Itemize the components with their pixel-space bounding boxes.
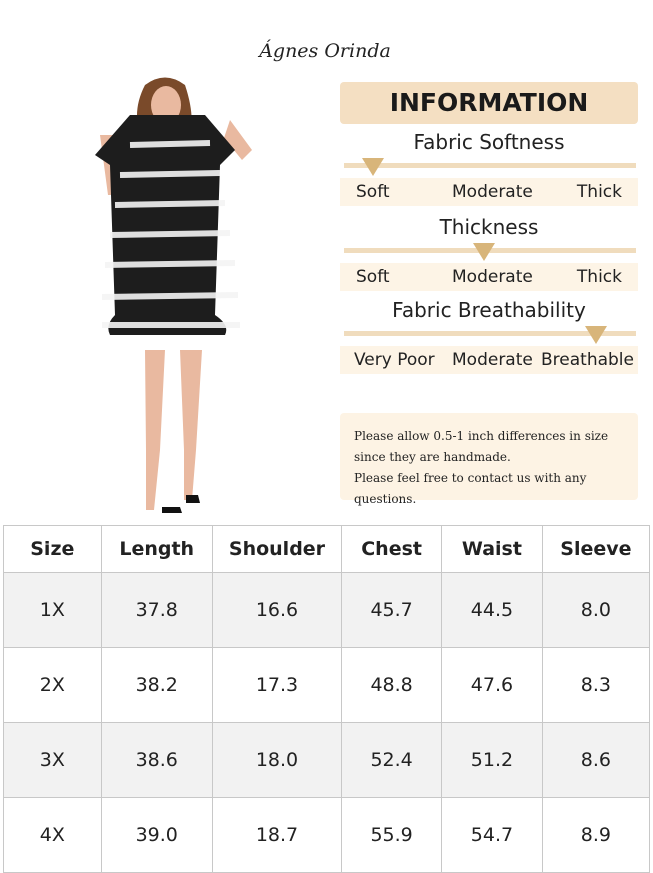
- header-cell: Size: [3, 525, 102, 573]
- scale-marker: [585, 326, 607, 344]
- table-row: 3X 38.6 18.0 52.4 51.2 8.6: [3, 722, 651, 798]
- note-line: Please feel free to contact us with any …: [354, 471, 587, 506]
- table-cell: 18.7: [211, 797, 343, 873]
- model-photo: [95, 77, 252, 513]
- scale-label: Very Poor: [354, 350, 435, 370]
- table-cell: 52.4: [341, 722, 443, 798]
- table-cell: 38.6: [100, 722, 213, 798]
- table-cell: 3X: [3, 722, 102, 798]
- scale-bar: [344, 331, 636, 336]
- table-cell: 8.0: [541, 572, 651, 648]
- table-row: 2X 38.2 17.3 48.8 47.6 8.3: [3, 647, 651, 723]
- scale-title: Fabric Softness: [413, 130, 565, 154]
- header-cell: Sleeve: [541, 525, 651, 573]
- table-cell: 47.6: [441, 647, 543, 723]
- table-cell: 8.3: [541, 647, 651, 723]
- header-cell: Waist: [441, 525, 543, 573]
- scale-label: Soft: [356, 182, 390, 202]
- header-cell: Chest: [341, 525, 443, 573]
- scale-label: Thick: [576, 267, 622, 287]
- scale-label: Moderate: [452, 267, 533, 287]
- table-row: 4X 39.0 18.7 55.9 54.7 8.9: [3, 797, 651, 873]
- table-cell: 8.6: [541, 722, 651, 798]
- scale-marker: [362, 158, 384, 176]
- scale-labels: Very Poor Moderate Breathable: [340, 346, 638, 374]
- table-cell: 55.9: [341, 797, 443, 873]
- scale-label: Breathable: [541, 350, 634, 370]
- table-cell: 51.2: [441, 722, 543, 798]
- scale-bar: [344, 163, 636, 168]
- brand: Ágnes Orinda: [259, 40, 391, 62]
- table-cell: 38.2: [100, 647, 213, 723]
- table-cell: 16.6: [211, 572, 343, 648]
- scale-marker: [473, 243, 495, 261]
- scale-label: Thick: [576, 182, 622, 202]
- info-title: INFORMATION: [340, 82, 638, 124]
- header-row: Size Length Shoulder Chest Waist Sleeve: [3, 525, 651, 573]
- scale-title: Thickness: [439, 215, 539, 239]
- scale-label: Moderate: [452, 350, 533, 370]
- table-cell: 8.9: [541, 797, 651, 873]
- note: Please allow 0.5-1 inch differences in s…: [340, 413, 638, 506]
- scale-title: Fabric Breathability: [392, 298, 586, 322]
- size-table: Size Length Shoulder Chest Waist Sleeve 1X 37.8…: [3, 525, 651, 873]
- table-cell: 48.8: [341, 647, 443, 723]
- table-cell: 2X: [3, 647, 102, 723]
- note-line: Please allow 0.5-1 inch differences in s…: [354, 429, 609, 443]
- table-cell: 39.0: [100, 797, 213, 873]
- table-cell: 54.7: [441, 797, 543, 873]
- table-cell: 1X: [3, 572, 102, 648]
- table-cell: 4X: [3, 797, 102, 873]
- scale-label: Moderate: [452, 182, 533, 202]
- scale-labels: Soft Moderate Thick: [340, 263, 638, 291]
- header-cell: Length: [100, 525, 213, 573]
- scale-labels: Soft Moderate Thick: [340, 178, 638, 206]
- table-cell: 17.3: [211, 647, 343, 723]
- table-cell: 37.8: [100, 572, 213, 648]
- table-row: 1X 37.8 16.6 45.7 44.5 8.0: [3, 572, 651, 648]
- scale-label: Soft: [356, 267, 390, 287]
- table-cell: 44.5: [441, 572, 543, 648]
- header-cell: Shoulder: [211, 525, 343, 573]
- note-line: since they are handmade.: [354, 450, 511, 464]
- table-cell: 18.0: [211, 722, 343, 798]
- table-cell: 45.7: [341, 572, 443, 648]
